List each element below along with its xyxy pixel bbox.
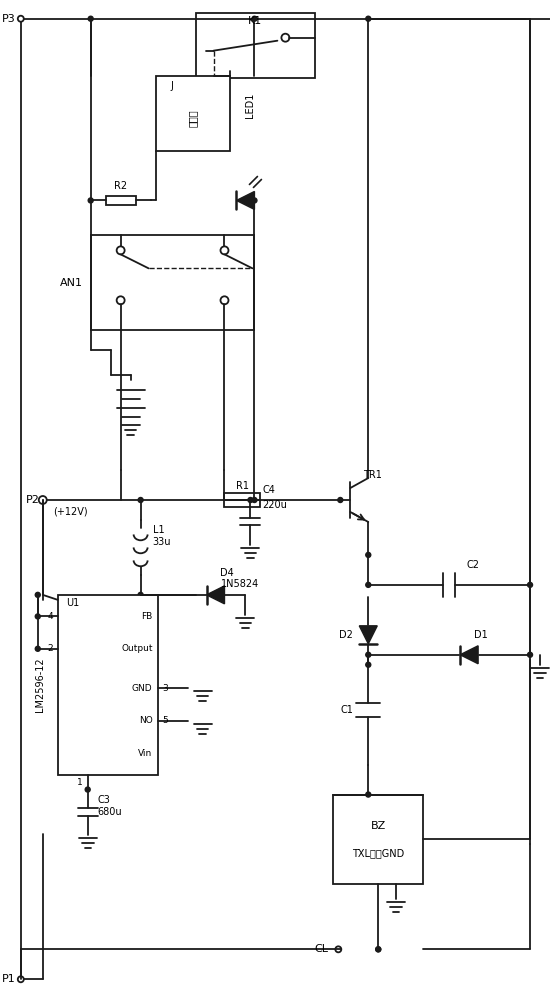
Text: Output: Output bbox=[121, 644, 152, 653]
Polygon shape bbox=[460, 646, 478, 664]
Text: P1: P1 bbox=[2, 974, 16, 984]
Text: TXL闹钟GND: TXL闹钟GND bbox=[352, 848, 404, 858]
Polygon shape bbox=[359, 626, 377, 644]
Circle shape bbox=[252, 16, 257, 21]
Bar bbox=[58, 595, 158, 775]
Text: AN1: AN1 bbox=[60, 278, 82, 288]
Circle shape bbox=[248, 498, 253, 502]
Text: P2: P2 bbox=[26, 495, 40, 505]
Circle shape bbox=[252, 198, 257, 203]
Circle shape bbox=[527, 582, 532, 587]
Circle shape bbox=[85, 787, 90, 792]
Text: 680u: 680u bbox=[98, 807, 122, 817]
Bar bbox=[196, 13, 315, 78]
Text: K1: K1 bbox=[248, 16, 262, 26]
Circle shape bbox=[338, 498, 343, 502]
Circle shape bbox=[35, 592, 40, 597]
Text: 1N5824: 1N5824 bbox=[221, 579, 258, 589]
Circle shape bbox=[376, 947, 381, 952]
Circle shape bbox=[88, 198, 93, 203]
Circle shape bbox=[252, 498, 257, 502]
Text: P3: P3 bbox=[2, 14, 16, 24]
Text: D1: D1 bbox=[474, 630, 488, 640]
Text: LED1: LED1 bbox=[245, 93, 255, 118]
Text: GND: GND bbox=[132, 684, 152, 693]
Bar bbox=[91, 235, 255, 330]
Text: 5: 5 bbox=[163, 716, 168, 725]
Text: R2: R2 bbox=[114, 181, 127, 191]
Circle shape bbox=[366, 652, 371, 657]
Text: NO: NO bbox=[139, 716, 152, 725]
Circle shape bbox=[138, 498, 143, 502]
Bar bbox=[156, 76, 230, 151]
Circle shape bbox=[252, 498, 257, 502]
Text: C4: C4 bbox=[262, 485, 276, 495]
Text: C2: C2 bbox=[467, 560, 480, 570]
Text: CL: CL bbox=[315, 944, 328, 954]
Text: L1: L1 bbox=[152, 525, 164, 535]
Polygon shape bbox=[236, 191, 255, 209]
Bar bbox=[224, 493, 261, 507]
Text: 220u: 220u bbox=[262, 500, 287, 510]
Circle shape bbox=[366, 552, 371, 557]
Text: BZ: BZ bbox=[371, 821, 386, 831]
Bar bbox=[106, 196, 136, 205]
Text: LM2596-12: LM2596-12 bbox=[35, 657, 45, 712]
Text: U1: U1 bbox=[66, 598, 79, 608]
Text: (+12V): (+12V) bbox=[53, 507, 87, 517]
Text: 2: 2 bbox=[47, 644, 53, 653]
Text: C1: C1 bbox=[340, 705, 353, 715]
Text: 1: 1 bbox=[77, 778, 82, 787]
Text: TR1: TR1 bbox=[364, 470, 382, 480]
Bar bbox=[333, 795, 423, 884]
Text: D2: D2 bbox=[339, 630, 353, 640]
Polygon shape bbox=[206, 586, 224, 604]
Circle shape bbox=[366, 582, 371, 587]
Text: 4: 4 bbox=[47, 612, 53, 621]
Text: 继电器: 继电器 bbox=[188, 109, 198, 127]
Circle shape bbox=[366, 16, 371, 21]
Text: C3: C3 bbox=[98, 795, 111, 805]
Text: Vin: Vin bbox=[139, 749, 152, 758]
Text: J: J bbox=[170, 81, 173, 91]
Circle shape bbox=[88, 16, 93, 21]
Text: FB: FB bbox=[141, 612, 152, 621]
Text: 3: 3 bbox=[163, 684, 168, 693]
Circle shape bbox=[366, 662, 371, 667]
Circle shape bbox=[527, 652, 532, 657]
Text: 33u: 33u bbox=[152, 537, 171, 547]
Circle shape bbox=[35, 614, 40, 619]
Circle shape bbox=[376, 947, 381, 952]
Circle shape bbox=[138, 592, 143, 597]
Text: D4: D4 bbox=[221, 568, 234, 578]
Text: R1: R1 bbox=[236, 481, 249, 491]
Circle shape bbox=[35, 646, 40, 651]
Circle shape bbox=[366, 792, 371, 797]
